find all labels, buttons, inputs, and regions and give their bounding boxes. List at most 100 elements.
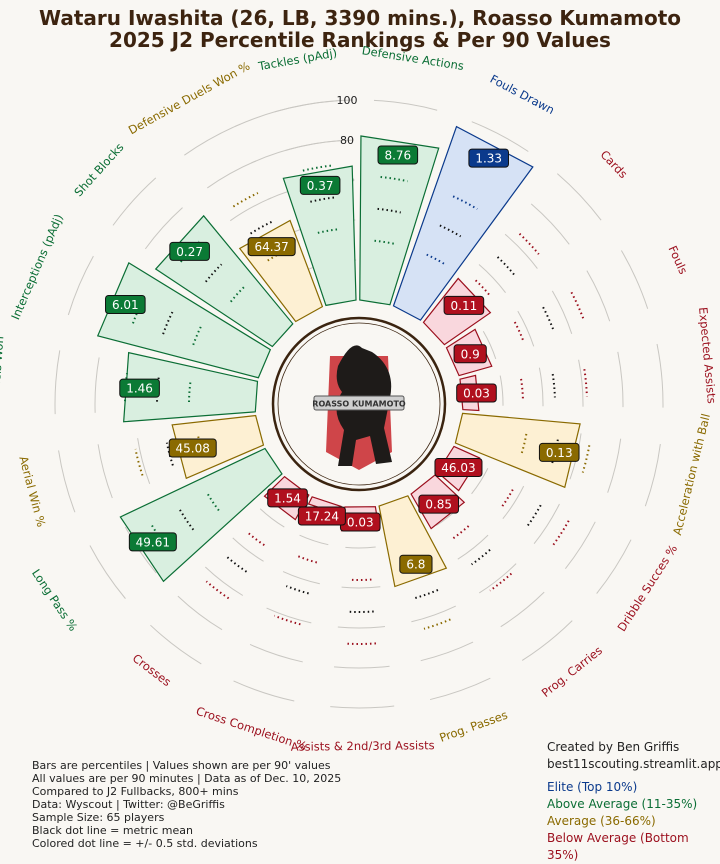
grid-arc [505, 234, 537, 268]
value-label: 0.27 [176, 245, 203, 259]
dot-line [543, 307, 553, 330]
grid-arc [113, 178, 156, 225]
grid-arc [230, 198, 271, 221]
grid-arc [539, 368, 543, 407]
dot-line [248, 533, 264, 545]
value-label: 0.03 [347, 515, 374, 529]
grid-arc [430, 678, 490, 699]
grid-arc [552, 291, 571, 334]
value-label: 6.01 [112, 298, 139, 312]
grid-arc [233, 538, 264, 561]
dot-line [571, 292, 583, 318]
dot-line [274, 616, 300, 625]
metric-label: Prog. Carries [539, 643, 605, 700]
dot-line [349, 611, 374, 612]
dot-line [490, 574, 511, 591]
value-label: 0.13 [546, 446, 573, 460]
grid-arc [657, 344, 663, 408]
grid-arc [518, 311, 534, 346]
grid-arc [565, 522, 595, 569]
dot-line [553, 521, 568, 545]
metric-label: Cross Completion % [194, 704, 308, 754]
grid-arc [557, 174, 601, 221]
value-label: 0.37 [307, 179, 334, 193]
value-label: 8.76 [384, 149, 411, 163]
metric-label: Interceptions (pAdj) [8, 212, 65, 322]
dot-line [424, 619, 450, 628]
dot-line [521, 379, 523, 399]
grid-arc [286, 141, 341, 151]
grid-arc [184, 124, 240, 155]
dot-line [501, 490, 512, 508]
grid-arc [374, 100, 437, 110]
grid-arc [597, 540, 631, 594]
grid-arc [251, 140, 353, 163]
metric-label: Cards [598, 147, 631, 181]
value-label: 6.8 [406, 558, 425, 572]
grid-arc [283, 572, 320, 584]
grid-arc [98, 444, 112, 498]
grid-arc [330, 706, 394, 708]
grid-arc [345, 547, 375, 548]
metric-label: Fouls Drawn [488, 72, 557, 117]
value-label: 0.03 [463, 386, 490, 400]
value-label: 49.61 [136, 535, 170, 549]
metric-label: Defensive Actions [361, 43, 465, 73]
grid-arc [234, 681, 295, 701]
grid-arc [138, 438, 150, 484]
metric-label: Acceleration with Ball [670, 412, 713, 536]
footer-line: Colored dot line = +/- 0.5 std. deviatio… [32, 837, 341, 850]
grid-arc [260, 509, 284, 527]
dot-line [476, 280, 490, 295]
legend-item: Elite (Top 10%) [547, 779, 720, 796]
dot-line [233, 193, 258, 207]
value-label: 1.54 [274, 491, 301, 505]
dot-line [453, 526, 468, 538]
tier-legend: Elite (Top 10%)Above Average (11-35%)Ave… [547, 779, 720, 864]
metric-label: Expected Assists [696, 306, 719, 404]
value-label: 1.46 [126, 382, 153, 396]
grid-arc [90, 545, 126, 598]
grid-arc [267, 608, 312, 623]
dot-line [527, 505, 540, 526]
grid-arc [300, 535, 329, 545]
metric-label: Crosses [130, 651, 174, 689]
footer-line: Black dot line = metric mean [32, 824, 341, 837]
radial-chart-page: { "title_line1": "Wataru Iwashita (26, L… [0, 0, 720, 845]
metric-label: Long Pass % [29, 566, 80, 633]
footer-line: Data: Wyscout | Twitter: @BeGriffis [32, 798, 341, 811]
dot-line [298, 556, 317, 562]
metric-label: Shot Blocks [71, 140, 126, 199]
grid-arc [421, 642, 473, 661]
grid-arc [522, 621, 572, 661]
value-label: 0.9 [461, 347, 480, 361]
metric-label: Tackles (pAdj) [256, 46, 338, 74]
grid-arc [645, 444, 660, 506]
metric-label: Prog. Passes [438, 708, 510, 745]
metric-label: Aerial Win % [16, 455, 48, 529]
value-label: 64.37 [254, 240, 288, 254]
grid-arc [55, 350, 60, 414]
radial-chart: 020406080100 Fouls DrawnCardsFoulsExpect… [0, 0, 720, 845]
grid-arc [342, 587, 381, 588]
grid-arc [479, 564, 516, 593]
grid-arc [250, 644, 303, 661]
grid-arc [207, 161, 256, 188]
scale-label: 100 [337, 94, 358, 107]
dot-line [584, 369, 587, 396]
dot-line [553, 374, 555, 397]
site-text: best11scouting.streamlit.app [547, 756, 720, 773]
footer-line: Bars are percentiles | Values shown are … [32, 759, 341, 772]
metric-label: Defensive Duels Won % [126, 59, 252, 138]
club-badge: ROASSO KUMAMOTO [273, 318, 445, 490]
value-label: 45.08 [176, 442, 210, 456]
dot-line [415, 590, 438, 598]
grid-arc [587, 271, 610, 322]
dot-line [472, 550, 490, 565]
grid-arc [618, 352, 623, 407]
dot-line [303, 166, 331, 171]
dot-line [583, 445, 590, 472]
dot-line [347, 643, 376, 644]
value-label: 46.03 [441, 461, 475, 475]
value-label: 1.33 [475, 152, 502, 166]
